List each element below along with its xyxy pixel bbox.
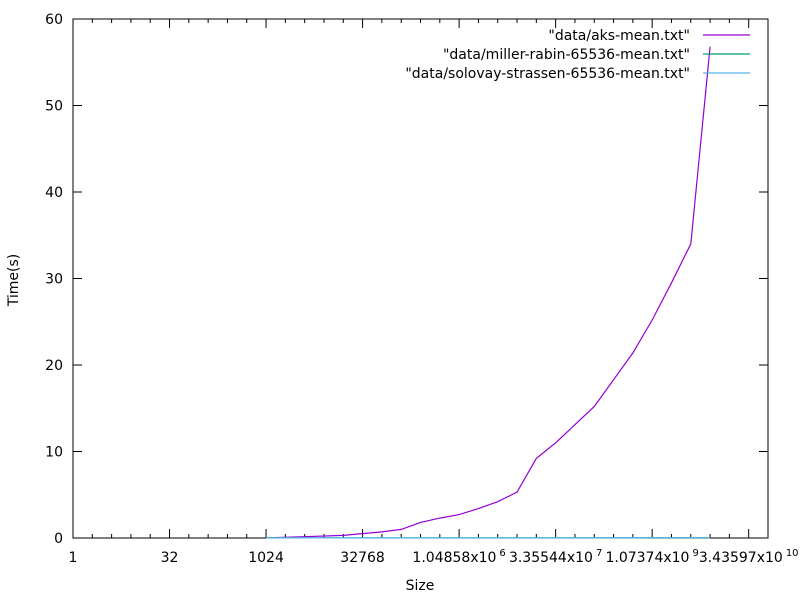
y-tick-label: 60	[45, 12, 63, 28]
y-tick-label: 20	[45, 358, 63, 374]
x-tick-label: 1	[69, 550, 78, 566]
y-tick-label: 50	[45, 99, 63, 115]
y-tick-label: 40	[45, 185, 63, 201]
y-axis-label: Time(s)	[6, 254, 22, 307]
legend-label-0: "data/aks-mean.txt"	[548, 28, 690, 44]
x-tick-label: 3.35544x10 7	[509, 548, 602, 566]
x-axis-label: Size	[406, 578, 435, 594]
x-tick-label: 1.07374x10 9	[605, 548, 698, 566]
y-tick-label: 10	[45, 445, 63, 461]
x-tick-label: 1.04858x10 6	[412, 548, 505, 566]
legend-label-2: "data/solovay-strassen-65536-mean.txt"	[405, 66, 690, 82]
y-axis: 0 10 20 30 40 50 60	[45, 12, 768, 547]
x-tick-label: 3.43597x10 10	[699, 548, 799, 566]
x-tick-label: 32	[161, 550, 179, 566]
x-tick-label: 32768	[340, 550, 385, 566]
x-axis: 1 32 1024 32768 1.04858x10 6 3.35544x10 7 1.0737…	[69, 19, 799, 566]
series-line-0	[266, 46, 711, 539]
series-lines	[266, 46, 711, 539]
plot-frame	[72, 18, 769, 539]
x-tick-label: 1024	[248, 550, 284, 566]
legend-label-1: "data/miller-rabin-65536-mean.txt"	[443, 47, 690, 63]
y-tick-label: 0	[54, 531, 63, 547]
legend: "data/aks-mean.txt" "data/miller-rabin-65…	[405, 28, 750, 82]
y-tick-label: 30	[45, 272, 63, 288]
